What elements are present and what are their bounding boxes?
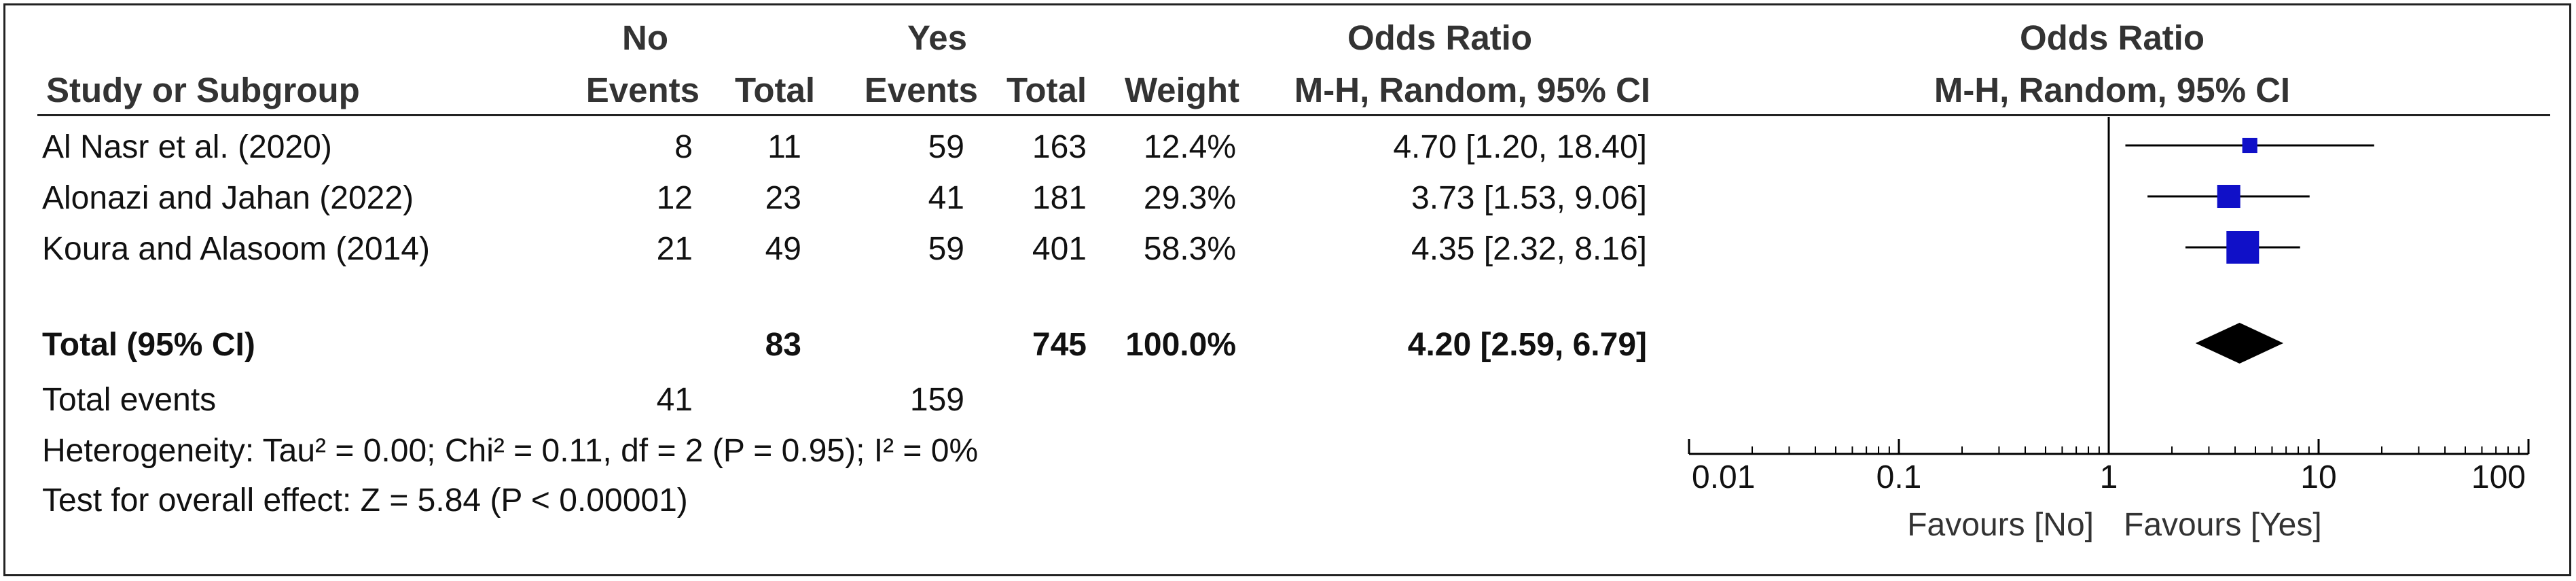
x-axis-tick-label: 0.1 (1876, 459, 1922, 495)
forest-plot-frame (3, 3, 2571, 576)
yes-events: 59 (928, 231, 964, 267)
yes-total: 163 (1032, 129, 1087, 165)
total-events-label: Total events (42, 382, 217, 418)
total-odds-ratio-ci: 4.20 [2.59, 6.79] (1407, 327, 1647, 363)
yes-events: 59 (928, 129, 964, 165)
odds-ratio-ci: 3.73 [1.53, 9.06] (1411, 180, 1647, 216)
no-total: 49 (765, 231, 801, 267)
weight: 12.4% (1143, 129, 1236, 165)
favours-left-label: Favours [No] (1907, 507, 2094, 543)
pooled-effect-diamond (2195, 323, 2284, 364)
total-yes: 745 (1032, 327, 1087, 363)
study-name: Koura and Alasoom (2014) (42, 231, 431, 267)
group-header-odds-ratio: Odds Ratio (1347, 18, 1532, 57)
odds-ratio-ci: 4.35 [2.32, 8.16] (1411, 231, 1647, 267)
total-label: Total (95% CI) (42, 327, 255, 363)
overall-effect-text: Test for overall effect: Z = 5.84 (P < 0… (42, 482, 688, 518)
column-header-study: Study or Subgroup (46, 71, 360, 109)
plot-subtitle: M-H, Random, 95% CI (1934, 71, 2291, 109)
no-total: 23 (765, 180, 801, 216)
total-events-no: 41 (656, 382, 693, 418)
study-effect-square (2217, 184, 2241, 209)
group-header-yes: Yes (907, 18, 967, 57)
column-header-no-total: Total (734, 71, 815, 109)
study-name: Al Nasr et al. (2020) (42, 129, 332, 165)
odds-ratio-ci: 4.70 [1.20, 18.40] (1393, 129, 1647, 165)
yes-events: 41 (928, 180, 964, 216)
total-no: 83 (765, 327, 801, 363)
column-header-yes-events: Events (864, 71, 978, 109)
column-header-yes-total: Total (1006, 71, 1087, 109)
column-header-no-events: Events (585, 71, 700, 109)
study-effect-square (2226, 231, 2260, 264)
favours-right-label: Favours [Yes] (2124, 507, 2322, 543)
yes-total: 181 (1032, 180, 1087, 216)
header-rule (37, 114, 2550, 116)
weight: 58.3% (1143, 231, 1236, 267)
plot-title: Odds Ratio (2019, 18, 2205, 57)
study-name: Alonazi and Jahan (2022) (42, 180, 414, 216)
yes-total: 401 (1032, 231, 1087, 267)
x-axis-tick-label: 10 (2300, 459, 2336, 495)
heterogeneity-text: Heterogeneity: Tau² = 0.00; Chi² = 0.11,… (42, 433, 979, 469)
no-total: 11 (767, 129, 801, 165)
study-effect-square (2242, 137, 2257, 154)
no-events: 12 (656, 180, 693, 216)
x-axis-tick-label: 0.01 (1692, 459, 1755, 495)
x-axis-tick-label: 100 (2471, 459, 2526, 495)
total-weight: 100.0% (1125, 327, 1236, 363)
group-header-no: No (622, 18, 668, 57)
column-header-or: M-H, Random, 95% CI (1294, 71, 1650, 109)
weight: 29.3% (1143, 180, 1236, 216)
column-header-weight: Weight (1124, 71, 1239, 109)
x-axis-tick-label: 1 (2100, 459, 2118, 495)
no-events: 8 (674, 129, 693, 165)
no-events: 21 (656, 231, 693, 267)
total-events-yes: 159 (909, 382, 964, 418)
